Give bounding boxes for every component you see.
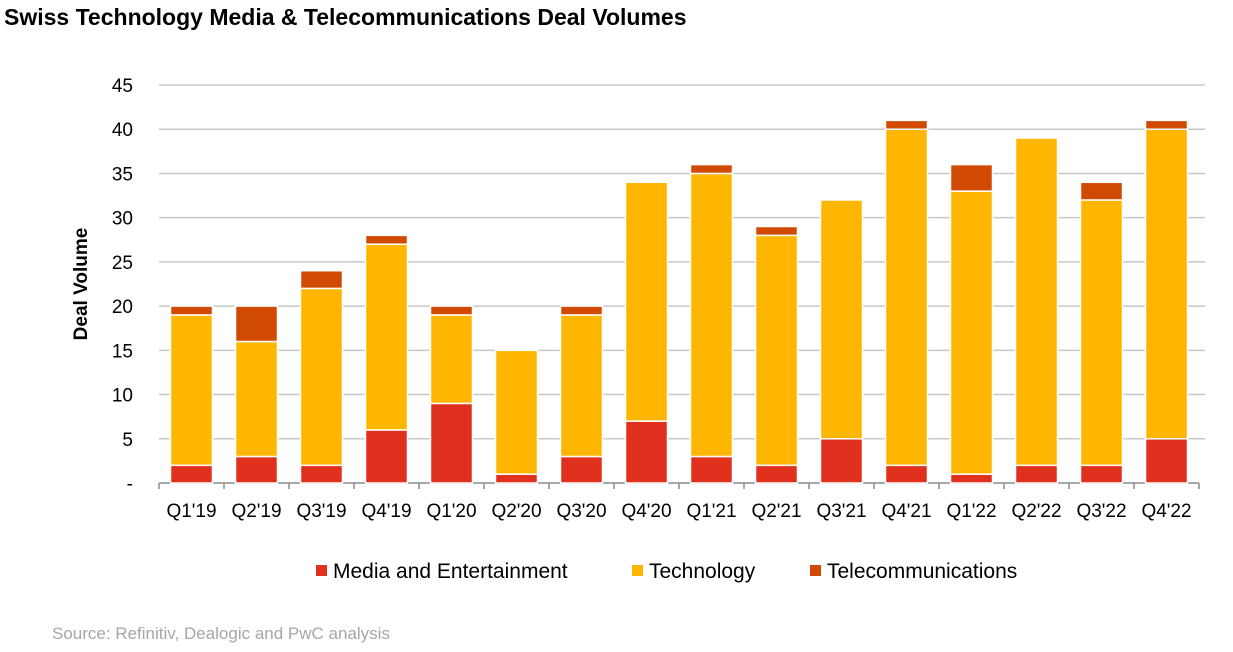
x-tick-label: Q3'22 xyxy=(1076,501,1126,522)
x-tick-label: Q3'20 xyxy=(556,501,606,522)
bar-media-and-entertainment xyxy=(1079,464,1124,484)
bar-technology xyxy=(299,287,344,467)
bar-media-and-entertainment xyxy=(559,455,604,484)
bar-telecommunications xyxy=(1079,181,1124,201)
bar-technology xyxy=(624,181,669,422)
bar-media-and-entertainment xyxy=(1014,464,1059,484)
bar-media-and-entertainment xyxy=(884,464,929,484)
bar-technology xyxy=(364,243,409,431)
y-tick-label: 15 xyxy=(112,341,133,362)
bar-telecommunications xyxy=(299,269,344,290)
bar-media-and-entertainment xyxy=(1144,438,1189,484)
bar-media-and-entertainment xyxy=(494,473,539,484)
chart-title: Swiss Technology Media & Telecommunicati… xyxy=(4,4,687,30)
x-tick-label: Q4'19 xyxy=(361,501,411,522)
bar-technology xyxy=(169,314,214,467)
x-tick-label: Q4'20 xyxy=(621,501,671,522)
bar-technology xyxy=(1014,137,1059,467)
y-tick-label: 35 xyxy=(112,164,133,185)
bar-telecommunications xyxy=(559,305,604,316)
y-tick-label: 25 xyxy=(112,253,133,274)
bar-media-and-entertainment xyxy=(754,464,799,484)
y-tick-label: - xyxy=(127,474,133,495)
y-tick-label: 40 xyxy=(112,120,133,141)
bar-telecommunications xyxy=(689,163,734,175)
bar-telecommunications xyxy=(1144,119,1189,130)
legend-label: Telecommunications xyxy=(827,560,1017,583)
bar-telecommunications xyxy=(169,305,214,316)
bar-technology xyxy=(884,128,929,467)
x-tick-label: Q4'21 xyxy=(881,501,931,522)
y-tick-label: 5 xyxy=(122,430,133,451)
legend-swatch xyxy=(316,565,327,576)
bar-technology xyxy=(819,199,864,440)
bar-media-and-entertainment xyxy=(169,464,214,484)
x-tick-label: Q3'19 xyxy=(296,501,346,522)
y-tick-label: 30 xyxy=(112,209,133,230)
bar-media-and-entertainment xyxy=(429,402,474,484)
bar-telecommunications xyxy=(754,225,799,237)
bar-telecommunications xyxy=(364,234,409,245)
x-tick-label: Q2'20 xyxy=(491,501,541,522)
bar-telecommunications xyxy=(429,305,474,316)
x-tick-label: Q2'19 xyxy=(231,501,281,522)
bar-technology xyxy=(234,340,279,458)
x-tick-label: Q2'22 xyxy=(1011,501,1061,522)
bar-telecommunications xyxy=(234,305,279,343)
bar-media-and-entertainment xyxy=(949,473,994,484)
bar-technology xyxy=(559,314,604,458)
bar-technology xyxy=(949,190,994,475)
bar-technology xyxy=(429,314,474,405)
x-tick-label: Q3'21 xyxy=(816,501,866,522)
bar-telecommunications xyxy=(949,163,994,192)
bar-technology xyxy=(494,349,539,475)
x-tick-label: Q1'21 xyxy=(686,501,736,522)
bar-media-and-entertainment xyxy=(689,455,734,484)
source-note: Source: Refinitiv, Dealogic and PwC anal… xyxy=(52,624,390,643)
legend-swatch xyxy=(810,565,821,576)
bar-media-and-entertainment xyxy=(364,429,409,484)
x-tick-label: Q4'22 xyxy=(1141,501,1191,522)
bar-technology xyxy=(689,172,734,458)
x-tick-label: Q1'19 xyxy=(166,501,216,522)
bar-technology xyxy=(1144,128,1189,440)
legend-swatch xyxy=(632,565,643,576)
bar-technology xyxy=(754,234,799,467)
bar-media-and-entertainment xyxy=(624,420,669,484)
x-tick-label: Q2'21 xyxy=(751,501,801,522)
bar-telecommunications xyxy=(884,119,929,130)
x-tick-label: Q1'22 xyxy=(946,501,996,522)
legend-label: Media and Entertainment xyxy=(333,560,568,583)
bar-media-and-entertainment xyxy=(299,464,344,484)
y-tick-label: 10 xyxy=(112,386,133,407)
legend-label: Technology xyxy=(649,560,756,583)
bar-media-and-entertainment xyxy=(234,455,279,484)
bar-media-and-entertainment xyxy=(819,438,864,484)
y-axis-label: Deal Volume xyxy=(71,228,92,341)
y-tick-label: 45 xyxy=(112,76,133,97)
y-tick-label: 20 xyxy=(112,297,133,318)
bar-technology xyxy=(1079,199,1124,467)
x-tick-label: Q1'20 xyxy=(426,501,476,522)
